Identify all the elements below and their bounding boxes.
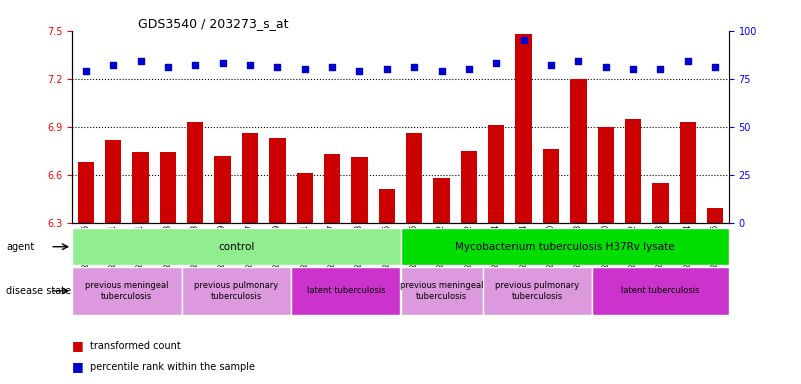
Bar <box>679 122 696 384</box>
Point <box>572 58 585 65</box>
Bar <box>105 139 122 384</box>
Text: previous meningeal
tuberculosis: previous meningeal tuberculosis <box>85 281 168 301</box>
Bar <box>482 267 592 315</box>
Bar <box>291 267 400 315</box>
Bar <box>269 138 285 384</box>
Text: GDS3540 / 203273_s_at: GDS3540 / 203273_s_at <box>138 17 288 30</box>
Bar <box>488 125 505 384</box>
Text: transformed count: transformed count <box>90 341 180 351</box>
Text: latent tuberculosis: latent tuberculosis <box>622 286 700 295</box>
Point <box>654 66 667 72</box>
Text: agent: agent <box>6 242 34 252</box>
Text: previous pulmonary
tuberculosis: previous pulmonary tuberculosis <box>495 281 579 301</box>
Point <box>490 60 503 66</box>
Text: previous meningeal
tuberculosis: previous meningeal tuberculosis <box>400 281 483 301</box>
Bar <box>652 183 669 384</box>
Bar <box>351 157 368 384</box>
Bar <box>461 151 477 384</box>
Text: Mycobacterium tuberculosis H37Rv lysate: Mycobacterium tuberculosis H37Rv lysate <box>455 242 674 252</box>
Bar <box>215 156 231 384</box>
Bar <box>400 267 482 315</box>
Bar <box>324 154 340 384</box>
Bar <box>159 152 176 384</box>
Point <box>709 64 722 70</box>
Text: latent tuberculosis: latent tuberculosis <box>307 286 385 295</box>
Bar <box>433 178 450 384</box>
Point <box>189 62 202 68</box>
Bar <box>543 149 559 384</box>
Text: ■: ■ <box>72 339 84 352</box>
Point <box>682 58 694 65</box>
Bar <box>598 127 614 384</box>
Point <box>134 58 147 65</box>
Bar <box>515 34 532 384</box>
Point <box>353 68 366 74</box>
Point <box>271 64 284 70</box>
Point <box>244 62 256 68</box>
Text: ■: ■ <box>72 360 84 373</box>
Bar <box>132 152 149 384</box>
Point <box>408 64 421 70</box>
Point <box>380 66 393 72</box>
Bar <box>400 228 729 265</box>
Bar <box>182 267 291 315</box>
Point <box>626 66 639 72</box>
Text: previous pulmonary
tuberculosis: previous pulmonary tuberculosis <box>194 281 279 301</box>
Point <box>162 64 175 70</box>
Point <box>216 60 229 66</box>
Bar <box>187 122 203 384</box>
Text: disease state: disease state <box>6 286 71 296</box>
Bar <box>707 208 723 384</box>
Point <box>517 37 530 43</box>
Point <box>599 64 612 70</box>
Bar <box>379 189 395 384</box>
Bar <box>625 119 642 384</box>
Text: percentile rank within the sample: percentile rank within the sample <box>90 362 255 372</box>
Point <box>545 62 557 68</box>
Bar <box>296 173 313 384</box>
Point <box>326 64 339 70</box>
Bar <box>72 228 400 265</box>
Point <box>79 68 92 74</box>
Bar <box>72 267 182 315</box>
Point <box>107 62 119 68</box>
Bar <box>242 133 258 384</box>
Point <box>435 68 448 74</box>
Point <box>462 66 475 72</box>
Bar <box>570 79 586 384</box>
Point <box>298 66 311 72</box>
Bar <box>406 133 422 384</box>
Bar <box>78 162 94 384</box>
Text: control: control <box>218 242 255 252</box>
Bar <box>592 267 729 315</box>
